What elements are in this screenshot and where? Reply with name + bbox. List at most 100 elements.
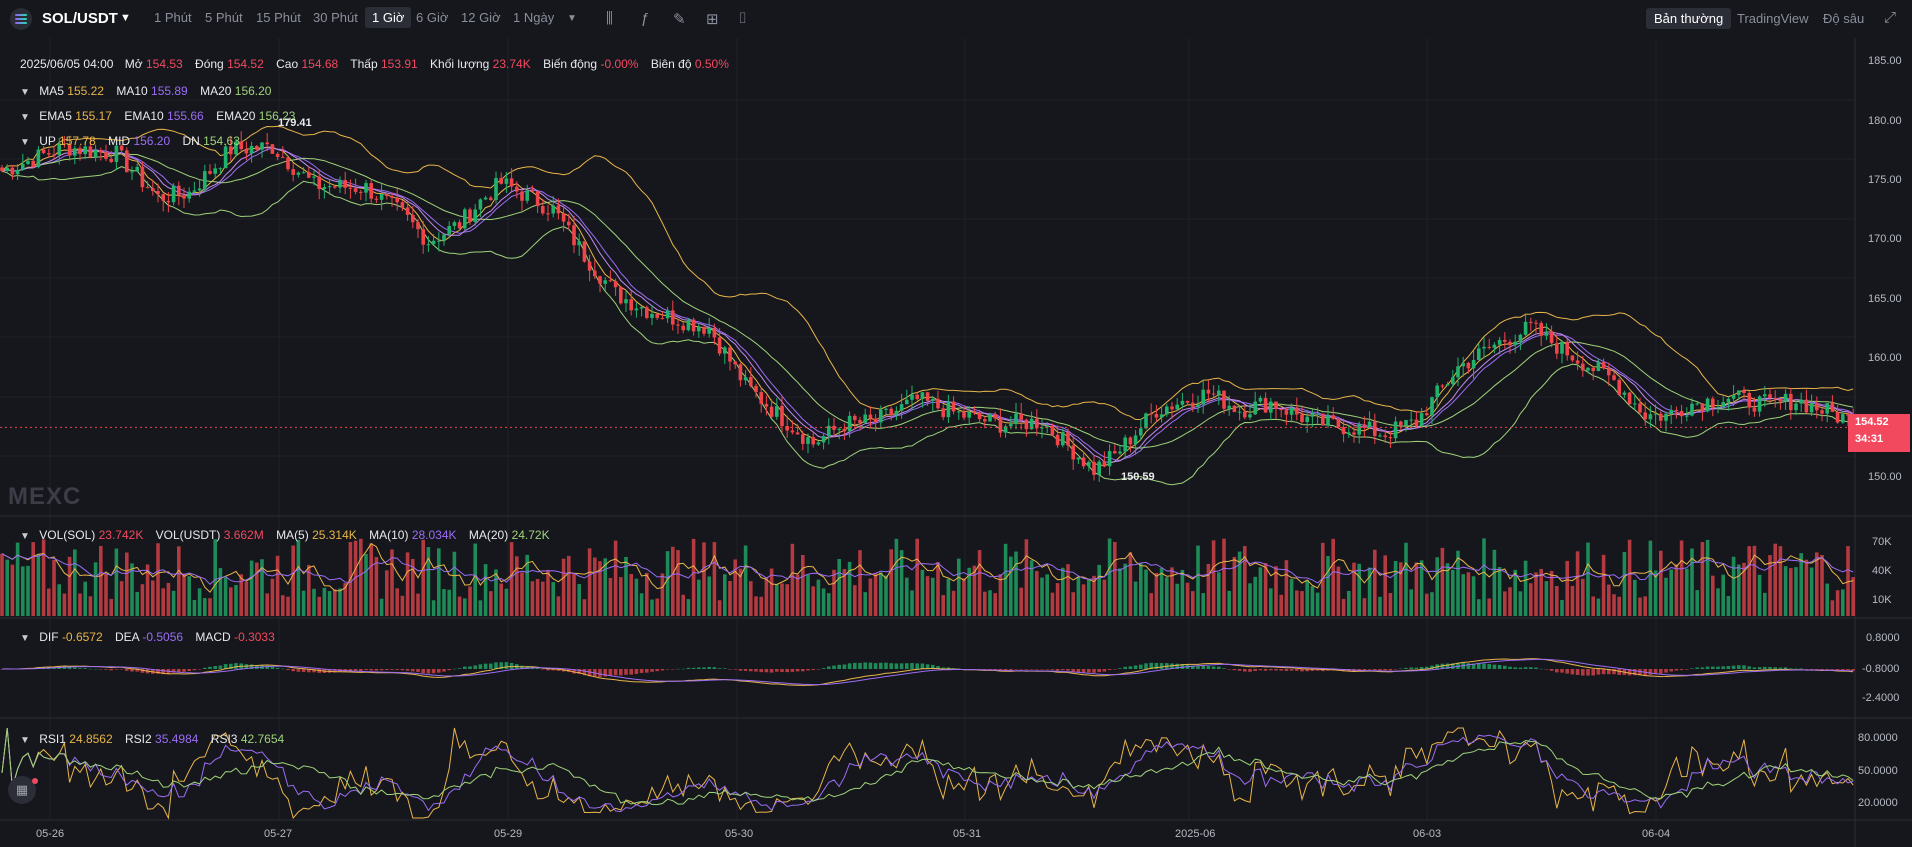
- collapse-caret-icon[interactable]: ▼: [20, 112, 30, 123]
- macd-bar: [629, 669, 633, 675]
- timeframe-30m[interactable]: 30 Phút: [313, 10, 358, 25]
- timeframe-15m[interactable]: 15 Phút: [256, 10, 301, 25]
- macd-legend[interactable]: ▼ DIF -0.6572 DEA -0.5056 MACD -0.3033: [20, 630, 284, 644]
- candle-body: [941, 408, 945, 418]
- volume-bar: [83, 581, 87, 616]
- macd-bar: [286, 669, 290, 671]
- candle-body: [1690, 403, 1694, 416]
- volume-bar: [530, 581, 535, 616]
- candle-body: [67, 143, 72, 156]
- timeframe-more-icon[interactable]: ▼: [567, 13, 577, 24]
- candle-body: [951, 401, 956, 412]
- rsi-legend[interactable]: ▼ RSI1 24.8562 RSI2 35.4984 RSI3 42.7654: [20, 732, 293, 746]
- candle-body: [775, 405, 779, 417]
- vol-legend[interactable]: ▼ VOL(SOL) 23.742K VOL(USDT) 3.662M MA(5…: [20, 528, 559, 542]
- collapse-caret-icon[interactable]: ▼: [20, 87, 30, 98]
- collapse-caret-icon[interactable]: ▼: [20, 137, 30, 148]
- volume-bar: [712, 542, 717, 616]
- macd-bar: [1466, 663, 1471, 669]
- volume-bar: [369, 543, 373, 616]
- collapse-caret-icon[interactable]: ▼: [20, 735, 30, 746]
- candle-body: [905, 399, 909, 405]
- volume-bar: [1274, 566, 1278, 616]
- candle-body: [1846, 414, 1850, 416]
- candle-body: [884, 408, 888, 410]
- layout-icon[interactable]: ⊞: [706, 11, 719, 28]
- boll-legend[interactable]: ▼ UP 157.78 MID 156.20 DN 154.63: [20, 134, 249, 148]
- timeframe-5m[interactable]: 5 Phút: [205, 10, 243, 25]
- volume-bar: [1393, 560, 1398, 616]
- candle-body: [5, 167, 9, 172]
- candle-body: [270, 144, 275, 154]
- volume-bar: [343, 583, 347, 616]
- macd-bar: [1492, 664, 1497, 669]
- mexc-watermark: MEXC: [8, 483, 82, 510]
- macd-bar: [1092, 669, 1096, 673]
- volume-bar: [234, 585, 238, 616]
- pair-selector[interactable]: SOL/USDT: [42, 10, 118, 27]
- view-tradingview[interactable]: TradingView: [1737, 11, 1809, 26]
- macd-bar: [1237, 669, 1242, 671]
- volume-bar: [437, 548, 441, 616]
- candle-body: [1113, 451, 1117, 454]
- macd-bar: [307, 669, 311, 673]
- macd-bar: [920, 663, 925, 669]
- macd-bar: [1679, 669, 1684, 671]
- price-chart[interactable]: [0, 38, 1912, 847]
- ma-legend[interactable]: ▼ MA5 155.22 MA10 155.89 MA20 156.20: [20, 84, 280, 98]
- volume-bar: [291, 545, 295, 616]
- draw-icon[interactable]: ✎: [673, 11, 686, 28]
- macd-bar: [1763, 666, 1767, 669]
- timeframe-12h[interactable]: 12 Giờ: [461, 10, 501, 25]
- candle-body: [686, 319, 691, 331]
- candle-body: [759, 392, 763, 404]
- macd-bar: [1591, 669, 1595, 676]
- candle-body: [1544, 331, 1549, 336]
- calendar-icon[interactable]: ▦: [8, 776, 36, 804]
- candle-body: [291, 169, 295, 175]
- macd-bar: [728, 669, 732, 670]
- timeframe-1m[interactable]: 1 Phút: [154, 10, 192, 25]
- camera-icon[interactable]: ⌷: [738, 10, 748, 27]
- volume-bar: [1113, 542, 1117, 616]
- macd-bar: [1300, 669, 1304, 672]
- top-toolbar: SOL/USDT ▼ 1 Phút 5 Phút 15 Phút 30 Phút…: [0, 0, 1912, 39]
- candle-body: [281, 156, 285, 158]
- volume-bar: [1534, 572, 1538, 616]
- volume-bar: [374, 557, 379, 616]
- fullscreen-icon[interactable]: ⤢: [1884, 9, 1897, 26]
- high-label: Cao: [276, 57, 299, 71]
- chevron-down-icon[interactable]: ▼: [120, 12, 131, 24]
- formula-icon[interactable]: ƒ: [641, 10, 650, 27]
- low-annotation: 150.59: [1121, 471, 1155, 483]
- ema20-value: 156.23: [258, 109, 296, 123]
- candle-body: [1045, 425, 1049, 428]
- macd-bar: [504, 662, 509, 669]
- collapse-caret-icon[interactable]: ▼: [20, 531, 30, 542]
- candle-body: [21, 163, 25, 170]
- timeframe-6h[interactable]: 6 Giờ: [416, 10, 449, 25]
- collapse-caret-icon[interactable]: ▼: [20, 633, 30, 644]
- volume-bar: [15, 542, 20, 616]
- macd-bar: [1388, 669, 1393, 671]
- volume-bar: [1414, 562, 1419, 616]
- indicator-icon[interactable]: ⫼: [606, 10, 613, 27]
- timeframe-1h[interactable]: 1 Giờ: [365, 7, 412, 28]
- macd-bar: [936, 666, 940, 669]
- volume-bar: [879, 572, 883, 616]
- view-standard[interactable]: Bản thường: [1646, 8, 1732, 29]
- ema-legend[interactable]: ▼ EMA5 155.17 EMA10 155.66 EMA20 156.23: [20, 109, 304, 123]
- volume-bar: [863, 592, 867, 616]
- candle-body: [1804, 399, 1809, 413]
- macd-bar: [1544, 669, 1549, 670]
- open-label: Mở: [124, 57, 143, 71]
- macd-bar: [1742, 665, 1746, 669]
- view-depth[interactable]: Độ sâu: [1823, 11, 1865, 26]
- volume-bar: [525, 554, 529, 616]
- candle-body: [1612, 375, 1616, 380]
- timeframe-1d[interactable]: 1 Ngày: [513, 10, 555, 25]
- macd-bar: [1201, 665, 1205, 669]
- macd-bar: [660, 669, 665, 671]
- macd-bar: [405, 669, 410, 671]
- candle-body: [1586, 367, 1590, 371]
